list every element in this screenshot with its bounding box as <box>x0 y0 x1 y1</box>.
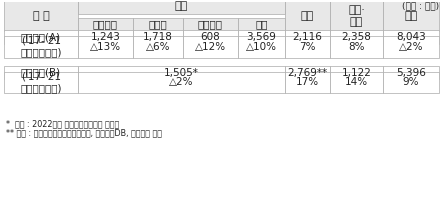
Bar <box>330 65 383 79</box>
Text: 9%: 9% <box>403 77 419 87</box>
Bar <box>383 65 439 79</box>
Text: *  출처 : 2022년도 우주산업실태조사 보고서: * 출처 : 2022년도 우주산업실태조사 보고서 <box>6 119 119 128</box>
Text: 소계: 소계 <box>255 20 268 30</box>
Text: 우주: 우주 <box>175 1 188 11</box>
Bar <box>238 18 285 31</box>
Text: ('17-'21
연평균증가율): ('17-'21 연평균증가율) <box>20 36 62 58</box>
Bar <box>4 72 78 93</box>
Text: 1,718: 1,718 <box>143 32 173 42</box>
Bar <box>183 18 238 31</box>
Bar <box>383 1 439 31</box>
Text: 민간투자(B): 민간투자(B) <box>21 68 61 78</box>
Bar <box>133 30 183 44</box>
Text: 8,043: 8,043 <box>396 32 426 42</box>
Text: 합계: 합계 <box>404 11 418 21</box>
Bar <box>285 72 330 93</box>
Bar <box>4 30 78 44</box>
Text: ('17-'21
연평균증가율): ('17-'21 연평균증가율) <box>20 72 62 93</box>
Text: 구 분: 구 분 <box>33 11 49 21</box>
Bar <box>78 30 133 44</box>
Bar <box>78 36 133 58</box>
Text: △2%: △2% <box>169 77 194 87</box>
Bar <box>133 18 183 31</box>
Text: △6%: △6% <box>146 42 170 52</box>
Text: 해양·
극지: 해양· 극지 <box>348 5 365 27</box>
Bar <box>78 72 285 93</box>
Text: 정부투자(A): 정부투자(A) <box>21 32 61 42</box>
Bar <box>183 36 238 58</box>
Text: △12%: △12% <box>195 42 226 52</box>
Bar <box>78 0 285 14</box>
Bar <box>4 65 78 79</box>
Bar <box>285 65 330 79</box>
Text: 인공위성: 인공위성 <box>93 20 118 30</box>
Bar <box>285 1 330 31</box>
Text: 2,358: 2,358 <box>342 32 371 42</box>
Text: 608: 608 <box>201 32 220 42</box>
Bar <box>4 1 78 31</box>
Bar <box>238 36 285 58</box>
Bar <box>238 30 285 44</box>
Bar <box>330 36 383 58</box>
Text: △10%: △10% <box>246 42 277 52</box>
Bar <box>383 72 439 93</box>
Bar <box>383 36 439 58</box>
Text: 1,122: 1,122 <box>342 68 371 78</box>
Bar <box>330 1 383 31</box>
Text: △13%: △13% <box>90 42 121 52</box>
Text: 1,243: 1,243 <box>90 32 120 42</box>
Text: 2,769**: 2,769** <box>288 68 327 78</box>
Text: 14%: 14% <box>345 77 368 87</box>
Bar <box>4 36 78 58</box>
Text: △2%: △2% <box>399 42 423 52</box>
Text: (단위 : 억원): (단위 : 억원) <box>402 2 439 11</box>
Text: 2,116: 2,116 <box>292 32 323 42</box>
Bar <box>183 30 238 44</box>
Bar <box>330 30 383 44</box>
Text: ** 출처 : 한국항공우주산업진흥협회, 산업정보DB, 투자현황 통계: ** 출처 : 한국항공우주산업진흥협회, 산업정보DB, 투자현황 통계 <box>6 128 162 137</box>
Bar <box>330 72 383 93</box>
Text: 우주기반: 우주기반 <box>198 20 223 30</box>
Text: 발사체: 발사체 <box>148 20 167 30</box>
Bar <box>78 18 133 31</box>
Text: 항공: 항공 <box>301 11 314 21</box>
Bar <box>285 36 330 58</box>
Bar <box>285 30 330 44</box>
Text: 5,396: 5,396 <box>396 68 426 78</box>
Bar <box>78 65 285 79</box>
Text: 3,569: 3,569 <box>247 32 276 42</box>
Bar <box>383 30 439 44</box>
Bar <box>133 36 183 58</box>
Text: 7%: 7% <box>299 42 316 52</box>
Text: 1,505*: 1,505* <box>164 68 199 78</box>
Text: 17%: 17% <box>296 77 319 87</box>
Text: 8%: 8% <box>348 42 365 52</box>
